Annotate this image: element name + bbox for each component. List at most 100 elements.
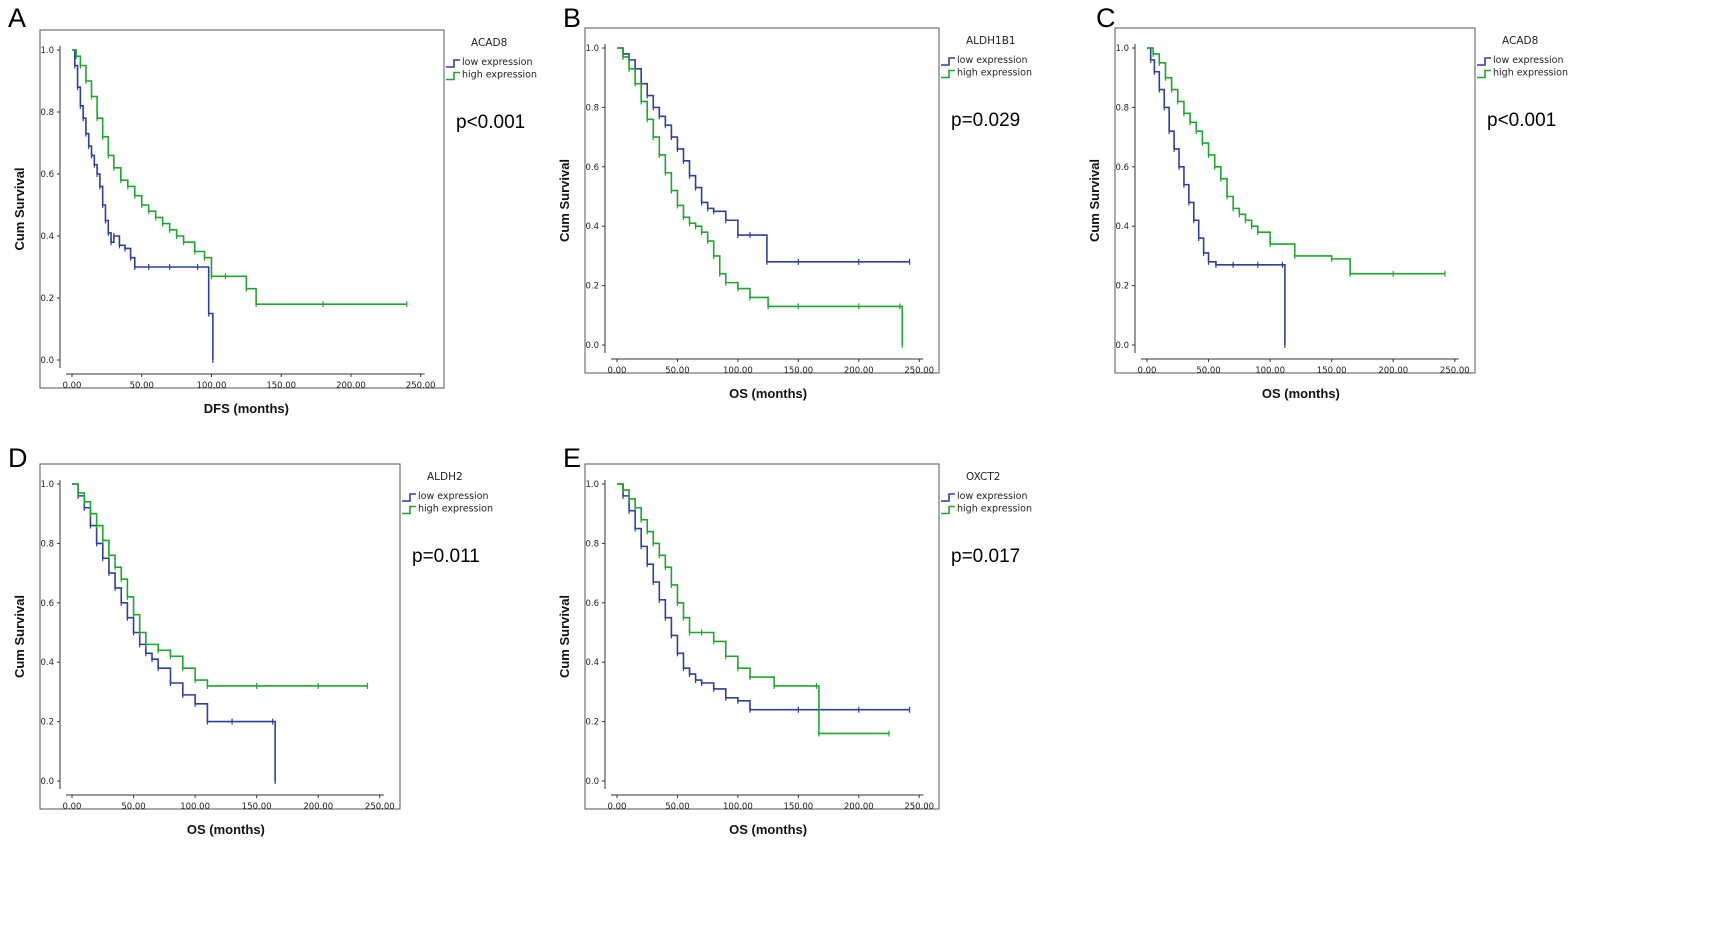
legend-swatch	[1477, 69, 1491, 79]
legend-label: high expression	[418, 504, 493, 515]
legend-label: low expression	[1493, 55, 1564, 66]
x-axis-title: OS (months)	[1262, 386, 1340, 401]
legend-swatch	[446, 59, 460, 68]
legend-label: high expression	[462, 70, 537, 81]
x-tick-label: 100.00	[197, 381, 227, 391]
x-tick-label: 150.00	[242, 802, 272, 812]
y-tick-label: 0.0	[585, 341, 599, 351]
x-tick-label: 200.00	[336, 381, 366, 391]
x-axis-title: OS (months)	[729, 822, 807, 837]
y-tick-label: 0.4	[585, 222, 599, 232]
y-tick-label: 0.2	[1115, 282, 1129, 292]
x-tick-label: 100.00	[723, 366, 753, 376]
x-tick-label: 250.00	[365, 802, 395, 812]
x-tick-label: 200.00	[303, 802, 333, 812]
y-tick-label: 0.0	[585, 777, 599, 787]
survival-curve-high	[72, 49, 407, 305]
legend-title: OXCT2	[966, 471, 1000, 483]
y-axis-title: Cum Survival	[557, 159, 572, 242]
y-tick-label: 0.4	[1115, 222, 1129, 232]
x-tick-label: 0.00	[608, 802, 627, 812]
x-axis-title: OS (months)	[187, 822, 265, 837]
y-tick-label: 0.6	[585, 599, 599, 609]
plot-frame	[584, 27, 940, 374]
x-tick-label: 150.00	[783, 802, 813, 812]
y-tick-label: 0.6	[1115, 163, 1129, 173]
panel-letter: E	[563, 443, 581, 473]
survival-curve-low	[72, 49, 214, 360]
y-axis-title: Cum Survival	[12, 595, 27, 678]
y-tick-label: 0.6	[40, 170, 54, 180]
y-tick-label: 1.0	[40, 480, 54, 490]
x-tick-label: 50.00	[130, 381, 154, 391]
p-value: p=0.029	[951, 110, 1020, 131]
legend-swatch	[941, 57, 955, 66]
y-tick-label: 0.6	[40, 599, 54, 609]
x-tick-label: 0.00	[1138, 366, 1157, 376]
legend-label: low expression	[462, 57, 533, 68]
y-tick-label: 0.6	[585, 163, 599, 173]
y-tick-label: 0.0	[40, 356, 54, 366]
y-tick-label: 0.8	[40, 108, 54, 118]
y-tick-label: 0.8	[40, 539, 54, 549]
x-tick-label: 50.00	[121, 802, 145, 812]
plot-frame	[584, 463, 940, 810]
panel-d: D 0.0 0.2 0.4 0.6 0.8 1.0 0.00 50.00 100.00 150.00…	[8, 443, 493, 837]
legend-title: ACAD8	[1502, 35, 1538, 47]
panel-a: A 0.0 0.2 0.4 0.6 0.8 1.0 0.00 50.00 100.00 150.00…	[8, 3, 537, 416]
p-value: p<0.001	[1487, 110, 1556, 131]
x-tick-label: 200.00	[844, 366, 874, 376]
x-tick-label: 150.00	[783, 366, 813, 376]
x-tick-label: 250.00	[406, 381, 436, 391]
y-tick-label: 0.2	[585, 282, 599, 292]
p-value: p=0.017	[951, 546, 1020, 567]
plot-frame	[1114, 27, 1476, 374]
x-tick-label: 0.00	[608, 366, 627, 376]
x-tick-label: 200.00	[1378, 366, 1408, 376]
x-tick-label: 0.00	[63, 381, 82, 391]
y-tick-label: 0.8	[1115, 103, 1129, 113]
panel-letter: A	[8, 3, 26, 33]
panel-c: C 0.0 0.2 0.4 0.6 0.8 1.0 0.00 50.00 100.00 150.00…	[1087, 3, 1568, 401]
y-tick-label: 1.0	[585, 44, 599, 54]
survival-curve-high	[72, 483, 368, 687]
legend-swatch	[402, 493, 416, 502]
panel-letter: B	[563, 3, 581, 33]
legend-label: low expression	[957, 55, 1028, 66]
x-tick-label: 50.00	[665, 366, 689, 376]
legend-label: low expression	[957, 491, 1028, 502]
y-tick-label: 0.0	[40, 777, 54, 787]
y-axis-title: Cum Survival	[557, 595, 572, 678]
legend-swatch	[941, 493, 955, 502]
survival-curve-low	[1147, 47, 1286, 345]
survival-curve-high	[1147, 47, 1445, 275]
survival-curve-high	[617, 483, 889, 735]
p-value: p=0.011	[412, 546, 480, 567]
x-axis-title: OS (months)	[729, 386, 807, 401]
x-tick-label: 150.00	[266, 381, 296, 391]
legend-swatch	[1477, 57, 1491, 66]
panel-b: B 0.0 0.2 0.4 0.6 0.8 1.0 0.00 50.00 100.00 150.00…	[557, 3, 1032, 401]
legend-title: ALDH2	[427, 471, 463, 483]
y-tick-label: 0.2	[40, 294, 54, 304]
y-tick-label: 1.0	[1115, 44, 1129, 54]
survival-curve-low	[617, 47, 910, 263]
x-tick-label: 0.00	[63, 802, 82, 812]
panel-letter: C	[1096, 3, 1116, 33]
legend-swatch	[941, 69, 955, 79]
x-tick-label: 50.00	[665, 802, 689, 812]
x-tick-label: 50.00	[1196, 366, 1220, 376]
x-tick-label: 250.00	[1440, 366, 1470, 376]
legend-title: ACAD8	[471, 37, 507, 49]
y-axis-title: Cum Survival	[12, 167, 27, 250]
survival-curve-high	[617, 47, 904, 345]
y-tick-label: 0.2	[40, 718, 54, 728]
y-tick-label: 0.4	[40, 232, 54, 242]
p-value: p<0.001	[456, 112, 525, 133]
x-tick-label: 200.00	[844, 802, 874, 812]
legend-label: low expression	[418, 491, 489, 502]
y-tick-label: 1.0	[40, 46, 54, 56]
legend-label: high expression	[1493, 68, 1568, 79]
legend-swatch	[402, 505, 416, 515]
